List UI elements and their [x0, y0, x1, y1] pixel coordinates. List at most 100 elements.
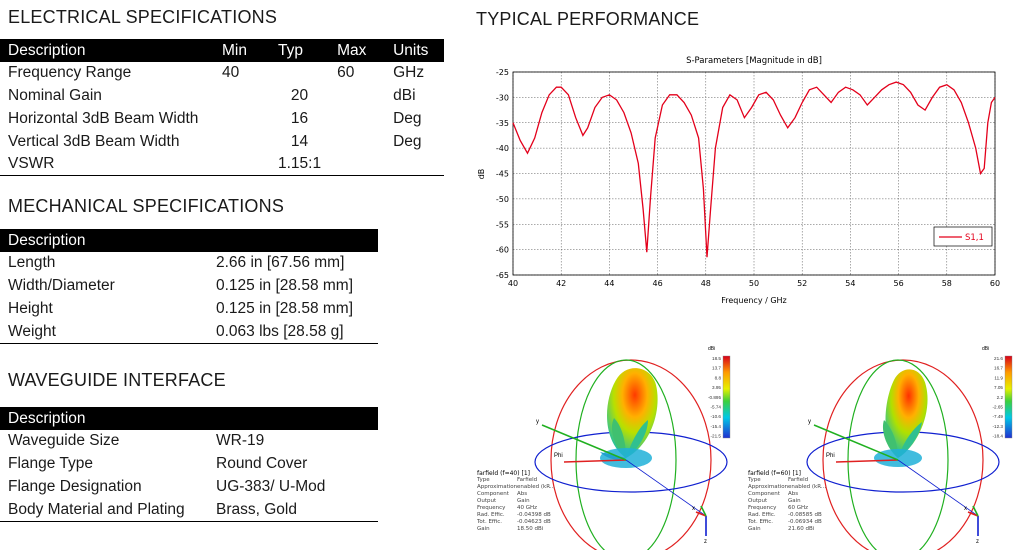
y-axis-arrow	[541, 424, 627, 461]
farfield-info-row: Type Farfield	[477, 477, 538, 483]
waveguide-title: WAVEGUIDE INTERFACE	[8, 370, 226, 390]
colorbar-tick: -12.3	[993, 424, 1004, 429]
farfield-title: farfield (f=40) [1]	[477, 470, 530, 477]
x-tick-label: 40	[508, 279, 518, 288]
electrical-title: ELECTRICAL SPECIFICATIONS	[8, 7, 278, 27]
cell-value: UG-383/ U-Mod	[216, 477, 326, 495]
farfield-info-row: Tot. Effic. -0.06934 dB	[748, 519, 822, 525]
colorbar-tick: -5.74	[711, 405, 722, 410]
waveguide-table: Description Waveguide Size WR-19 Flange Ty…	[0, 407, 378, 522]
cell-units: Deg	[393, 109, 422, 127]
table-row: Width/Diameter 0.125 in [28.58 mm]	[0, 275, 378, 298]
cell-desc: VSWR	[0, 153, 214, 177]
colorbar-tick: 21.6	[994, 356, 1003, 361]
colorbar-tick: 13.7	[712, 366, 721, 371]
mechanical-header-row: Description	[0, 229, 378, 252]
farfield-40ghz-plot: Phi y x z dBi 18.5 13.7 8.8 3.95 -0.895 -5.74…	[534, 346, 731, 550]
electrical-header-row: Description Min Typ Max Units	[0, 39, 444, 62]
colorbar-tick: -10.6	[711, 414, 722, 419]
colorbar	[722, 355, 731, 439]
performance-title: TYPICAL PERFORMANCE	[476, 9, 700, 29]
cell-desc: Frequency Range	[8, 64, 132, 82]
colorbar-tick: 7.05	[994, 385, 1003, 390]
y-tick-label: -65	[496, 271, 509, 280]
farfield-info-row: Approximation enabled (kR...	[748, 484, 827, 490]
colorbar	[1004, 355, 1013, 439]
table-row: VSWR 1.15:1	[0, 153, 444, 177]
y-axis-label: dB	[477, 169, 486, 180]
x-tick-label: 46	[653, 279, 663, 288]
cell-value: WR-19	[216, 432, 265, 450]
elevation-circle-green	[575, 359, 677, 550]
colorbar-tick: 2.2	[997, 395, 1004, 400]
cell-value: Brass, Gold	[208, 498, 378, 522]
y-tick-label: -30	[496, 93, 509, 102]
cell-value: 2.66 in [67.56 mm]	[216, 254, 345, 272]
header-typ: Typ	[270, 39, 330, 62]
table-row: Body Material and Plating Brass, Gold	[0, 498, 378, 522]
cell-max	[329, 108, 385, 131]
cell-typ: 14	[290, 132, 309, 150]
cell-desc: Width/Diameter	[8, 277, 115, 295]
farfield-info-row: Type Farfield	[748, 477, 809, 483]
cell-max	[329, 85, 385, 108]
mechanical-header-description: Description	[0, 229, 208, 252]
mechanical-title: MECHANICAL SPECIFICATIONS	[8, 196, 285, 216]
table-row: Flange Designation UG-383/ U-Mod	[0, 476, 378, 499]
cell-units: GHz	[393, 64, 425, 82]
farfield-info-row: Gain 18.50 dBi	[477, 526, 544, 532]
farfield-info-row: Rad. Effic. -0.08585 dB	[748, 512, 822, 518]
cell-units	[385, 153, 444, 177]
cell-units: dBi	[393, 87, 416, 105]
y-tick-label: -55	[496, 220, 509, 229]
colorbar-tick: 8.8	[715, 375, 722, 380]
cell-min	[214, 85, 270, 108]
table-row: Vertical 3dB Beam Width 14 Deg	[0, 130, 444, 153]
cell-desc: Nominal Gain	[8, 87, 102, 105]
plot-area	[512, 71, 996, 276]
x-tick-label: 42	[556, 279, 566, 288]
x-axis-letter: x	[692, 506, 695, 512]
x-axis-arrow	[563, 459, 627, 463]
cell-desc: Height	[8, 299, 53, 317]
cell-max	[329, 153, 386, 177]
farfield-info-row: Output Gain	[477, 498, 530, 504]
cell-typ: 20	[290, 87, 309, 105]
table-row: Weight 0.063 lbs [28.58 g]	[0, 320, 378, 344]
electrical-table: Description Min Typ Max Units Frequency …	[0, 39, 444, 177]
x-tick-label: 58	[942, 279, 952, 288]
cell-min	[214, 108, 270, 131]
y-tick-label: -40	[496, 144, 509, 153]
waveguide-header-row: Description	[0, 407, 378, 430]
table-row: Length 2.66 in [67.56 mm]	[0, 252, 378, 275]
legend-label: S1,1	[965, 233, 984, 243]
cell-desc: Body Material and Plating	[0, 498, 208, 522]
y-tick-label: -50	[496, 195, 509, 204]
farfield-info-row: Output Gain	[748, 498, 801, 504]
x-tick-label: 56	[894, 279, 904, 288]
table-row: Frequency Range 40 60 GHz	[0, 62, 444, 85]
farfield-60ghz-plot: Phi y x z dBi 21.6 16.7 11.9 7.05 2.2 -2.65 -7…	[806, 346, 1013, 550]
farfield-info-row: Frequency 60 GHz	[748, 505, 809, 511]
colorbar-tick: -18.4	[993, 434, 1004, 439]
header-description: Description	[0, 39, 214, 62]
cell-typ	[270, 62, 329, 85]
colorbar-tick: -0.895	[708, 395, 721, 400]
phi-axis-label: Phi	[554, 453, 563, 459]
table-row: Horizontal 3dB Beam Width 16 Deg	[0, 108, 444, 131]
cell-value: 0.125 in [28.58 mm]	[216, 299, 353, 317]
colorbar-unit: dBi	[982, 346, 989, 352]
cell-min	[214, 153, 270, 177]
cell-desc: Weight	[0, 320, 208, 344]
table-row: Height 0.125 in [28.58 mm]	[0, 298, 378, 321]
series-line-s11	[512, 81, 996, 258]
colorbar-tick: 16.7	[994, 366, 1003, 371]
z-axis-letter: z	[704, 539, 707, 545]
farfield-info-row: Approximation enabled (kR...	[477, 484, 556, 490]
cell-value: 0.063 lbs [28.58 g]	[208, 320, 378, 344]
cell-desc: Waveguide Size	[8, 432, 120, 450]
cell-max	[329, 130, 385, 153]
cell-typ: 1.15:1	[270, 153, 330, 177]
cell-typ: 16	[290, 109, 309, 127]
y-tick-label: -60	[496, 246, 509, 255]
